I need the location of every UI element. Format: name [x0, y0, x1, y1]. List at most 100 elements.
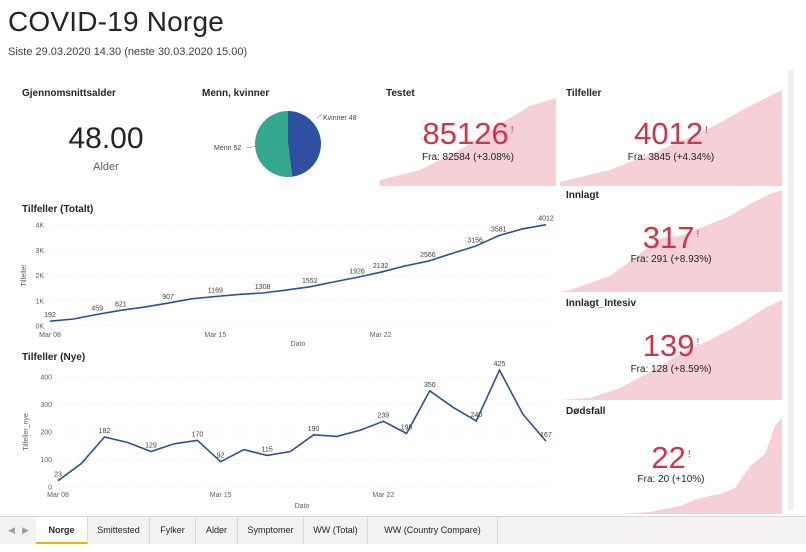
x-axis-title: Dato [295, 503, 310, 510]
tab-ww-country-compare[interactable]: WW (Country Compare) [368, 517, 498, 544]
y-tick-label: 3K [35, 248, 44, 255]
pie-label-men: Menn 52 [214, 145, 241, 152]
kpi-innlagt-trend [560, 190, 782, 292]
data-label: 4012 [538, 216, 554, 223]
tab-ww-total[interactable]: WW (Total) [304, 517, 368, 544]
data-label: 182 [99, 428, 111, 435]
kpi-dodsfall[interactable]: Dødsfall 22! Fra: 20 (+10%) [560, 402, 782, 514]
page-scrollbar[interactable] [788, 70, 794, 510]
kpi-tilfeller-trend-area [560, 90, 782, 186]
kpi-intensiv-indicator: ! [696, 336, 700, 348]
x-axis-title: Dato [291, 341, 306, 348]
y-tick-label: 2K [35, 273, 44, 280]
new-cases-title: Tilfeller (Nye) [22, 352, 86, 363]
kpi-testet-sub: Fra: 82584 (+3.08%) [422, 152, 514, 163]
series-line[interactable] [57, 368, 547, 482]
data-label: 1926 [349, 268, 365, 275]
kpi-intensiv-value: 139 [642, 328, 695, 363]
tab-next-icon[interactable]: ▶ [22, 525, 29, 535]
data-label: 3156 [467, 237, 483, 244]
y-tick-label: 300 [40, 402, 52, 409]
data-label: 3581 [491, 227, 507, 234]
kpi-innlagt[interactable]: Innlagt 317! Fra: 291 (+8.93%) [560, 186, 782, 292]
new-cases-svg: 0 100 200 300 400 Mar 08 Mar 15 Mar 22 Dato Tilfe… [23, 361, 552, 510]
x-tick-label: Mar 22 [372, 492, 394, 499]
kpi-dodsfall-sub: Fra: 20 (+10%) [637, 474, 705, 485]
total-cases-chart[interactable]: Tilfeller (Totalt) 0K 1K 2K 3K 4K Mar 08 Mar 1… [16, 200, 556, 348]
x-tick-label: Mar 22 [370, 332, 392, 339]
data-label: 1169 [208, 287, 223, 294]
kpi-dodsfall-value: 22 [651, 440, 686, 475]
kpi-testet-value-row: 85126! [380, 116, 556, 152]
y-axis-title: Tilfeller_nye [23, 413, 30, 451]
total-cases-svg: 0K 1K 2K 3K 4K Mar 08 Mar 15 Mar 22 Dato Tilfelle… [21, 216, 554, 348]
kpi-innlagt-indicator: ! [696, 228, 700, 240]
tab-prev-icon[interactable]: ◀ [8, 525, 15, 535]
y-tick-label: 0 [48, 485, 52, 492]
pie-slice-women[interactable] [288, 111, 321, 177]
data-label: 167 [540, 432, 552, 439]
bottom-strip [0, 544, 806, 552]
kpi-testet[interactable]: Testet 85126! Fra: 82584 (+3.08%) [380, 84, 556, 186]
pie-slice-men[interactable] [255, 111, 293, 177]
data-label: 195 [401, 424, 413, 431]
y-axis-title: Tilfeller [21, 264, 28, 287]
x-tick-label: Mar 15 [210, 492, 232, 499]
pie-label-women: Kvinner 48 [323, 115, 357, 122]
gender-pie-title: Menn, kvinner [202, 88, 270, 99]
kpi-tilfeller-trend [560, 90, 782, 186]
kpi-dodsfall-indicator: ! [687, 448, 691, 460]
data-label: 192 [44, 312, 56, 319]
data-label: 907 [162, 294, 174, 301]
data-label: 115 [262, 446, 273, 453]
tab-symptomer[interactable]: Symptomer [238, 517, 304, 544]
average-age-card[interactable]: Gjennomsnittsalder 48.00 Alder [16, 84, 196, 184]
kpi-intensiv-value-row: 139! [560, 328, 782, 364]
kpi-tilfeller-value: 4012 [634, 116, 704, 151]
kpi-intensiv-trend-area [560, 300, 782, 400]
tab-alder[interactable]: Alder [196, 517, 238, 544]
kpi-testet-trend-area [380, 98, 556, 186]
kpi-testet-indicator: ! [510, 124, 514, 136]
kpi-intensiv-title: Innlagt_Intesiv [566, 298, 637, 309]
kpi-innlagt-title: Innlagt [566, 190, 599, 201]
kpi-tilfeller-indicator: ! [705, 124, 708, 136]
kpi-innlagt-sub: Fra: 291 (+8.93%) [630, 254, 712, 265]
kpi-innlagt-value: 317 [642, 220, 695, 255]
tab-norge[interactable]: Norge [36, 517, 88, 544]
data-label: 425 [494, 361, 506, 368]
new-cases-chart[interactable]: Tilfeller (Nye) 0 100 200 300 400 Mar 08 Mar 1… [16, 348, 556, 514]
total-cases-title: Tilfeller (Totalt) [22, 204, 94, 215]
y-tick-label: 0K [35, 324, 44, 331]
kpi-intensiv-sub: Fra: 128 (+8.59%) [630, 364, 712, 375]
average-age-value: 48.00 [68, 122, 144, 155]
kpi-tilfeller[interactable]: Tilfeller 4012! Fra: 3845 (+4.34%) [560, 84, 782, 186]
y-tick-label: 200 [40, 430, 52, 437]
kpi-innlagt-value-row: 317! [560, 220, 782, 256]
series-line[interactable] [49, 223, 547, 322]
gender-pie-svg: Kvinner 48 Menn 52 [214, 111, 357, 177]
kpi-intensiv[interactable]: Innlagt_Intesiv 139! Fra: 128 (+8.59%) [560, 294, 782, 400]
pie-leader-women [316, 113, 323, 119]
page-title: COVID-19 Norge [8, 6, 224, 37]
y-tick-label: 100 [40, 457, 52, 464]
kpi-tilfeller-sub: Fra: 3845 (+4.34%) [627, 152, 715, 163]
data-label: 459 [91, 305, 103, 312]
kpi-testet-title: Testet [386, 88, 415, 99]
tab-fylker[interactable]: Fylker [150, 517, 196, 544]
page-tabs: ◀ ▶ Norge Smittested Fylker Alder Symptomer W… [0, 516, 806, 544]
data-label: 239 [377, 412, 389, 419]
kpi-dodsfall-trend [560, 418, 782, 514]
gender-pie-chart[interactable]: Menn, kvinner Kvinner 48 Menn 52 [196, 84, 376, 184]
kpi-dodsfall-title: Dødsfall [566, 406, 606, 417]
average-age-title: Gjennomsnittsalder [22, 88, 116, 99]
data-label: 23 [54, 472, 62, 479]
average-age-label: Alder [93, 161, 119, 173]
page-subtitle: Siste 29.03.2020 14.30 (neste 30.03.2020… [8, 46, 248, 58]
y-tick-label: 4K [35, 223, 44, 230]
data-label: 1308 [255, 284, 271, 291]
tab-smittested[interactable]: Smittested [88, 517, 150, 544]
data-label: 1552 [302, 278, 318, 285]
kpi-intensiv-trend [560, 300, 782, 400]
data-label: 92 [217, 453, 225, 460]
